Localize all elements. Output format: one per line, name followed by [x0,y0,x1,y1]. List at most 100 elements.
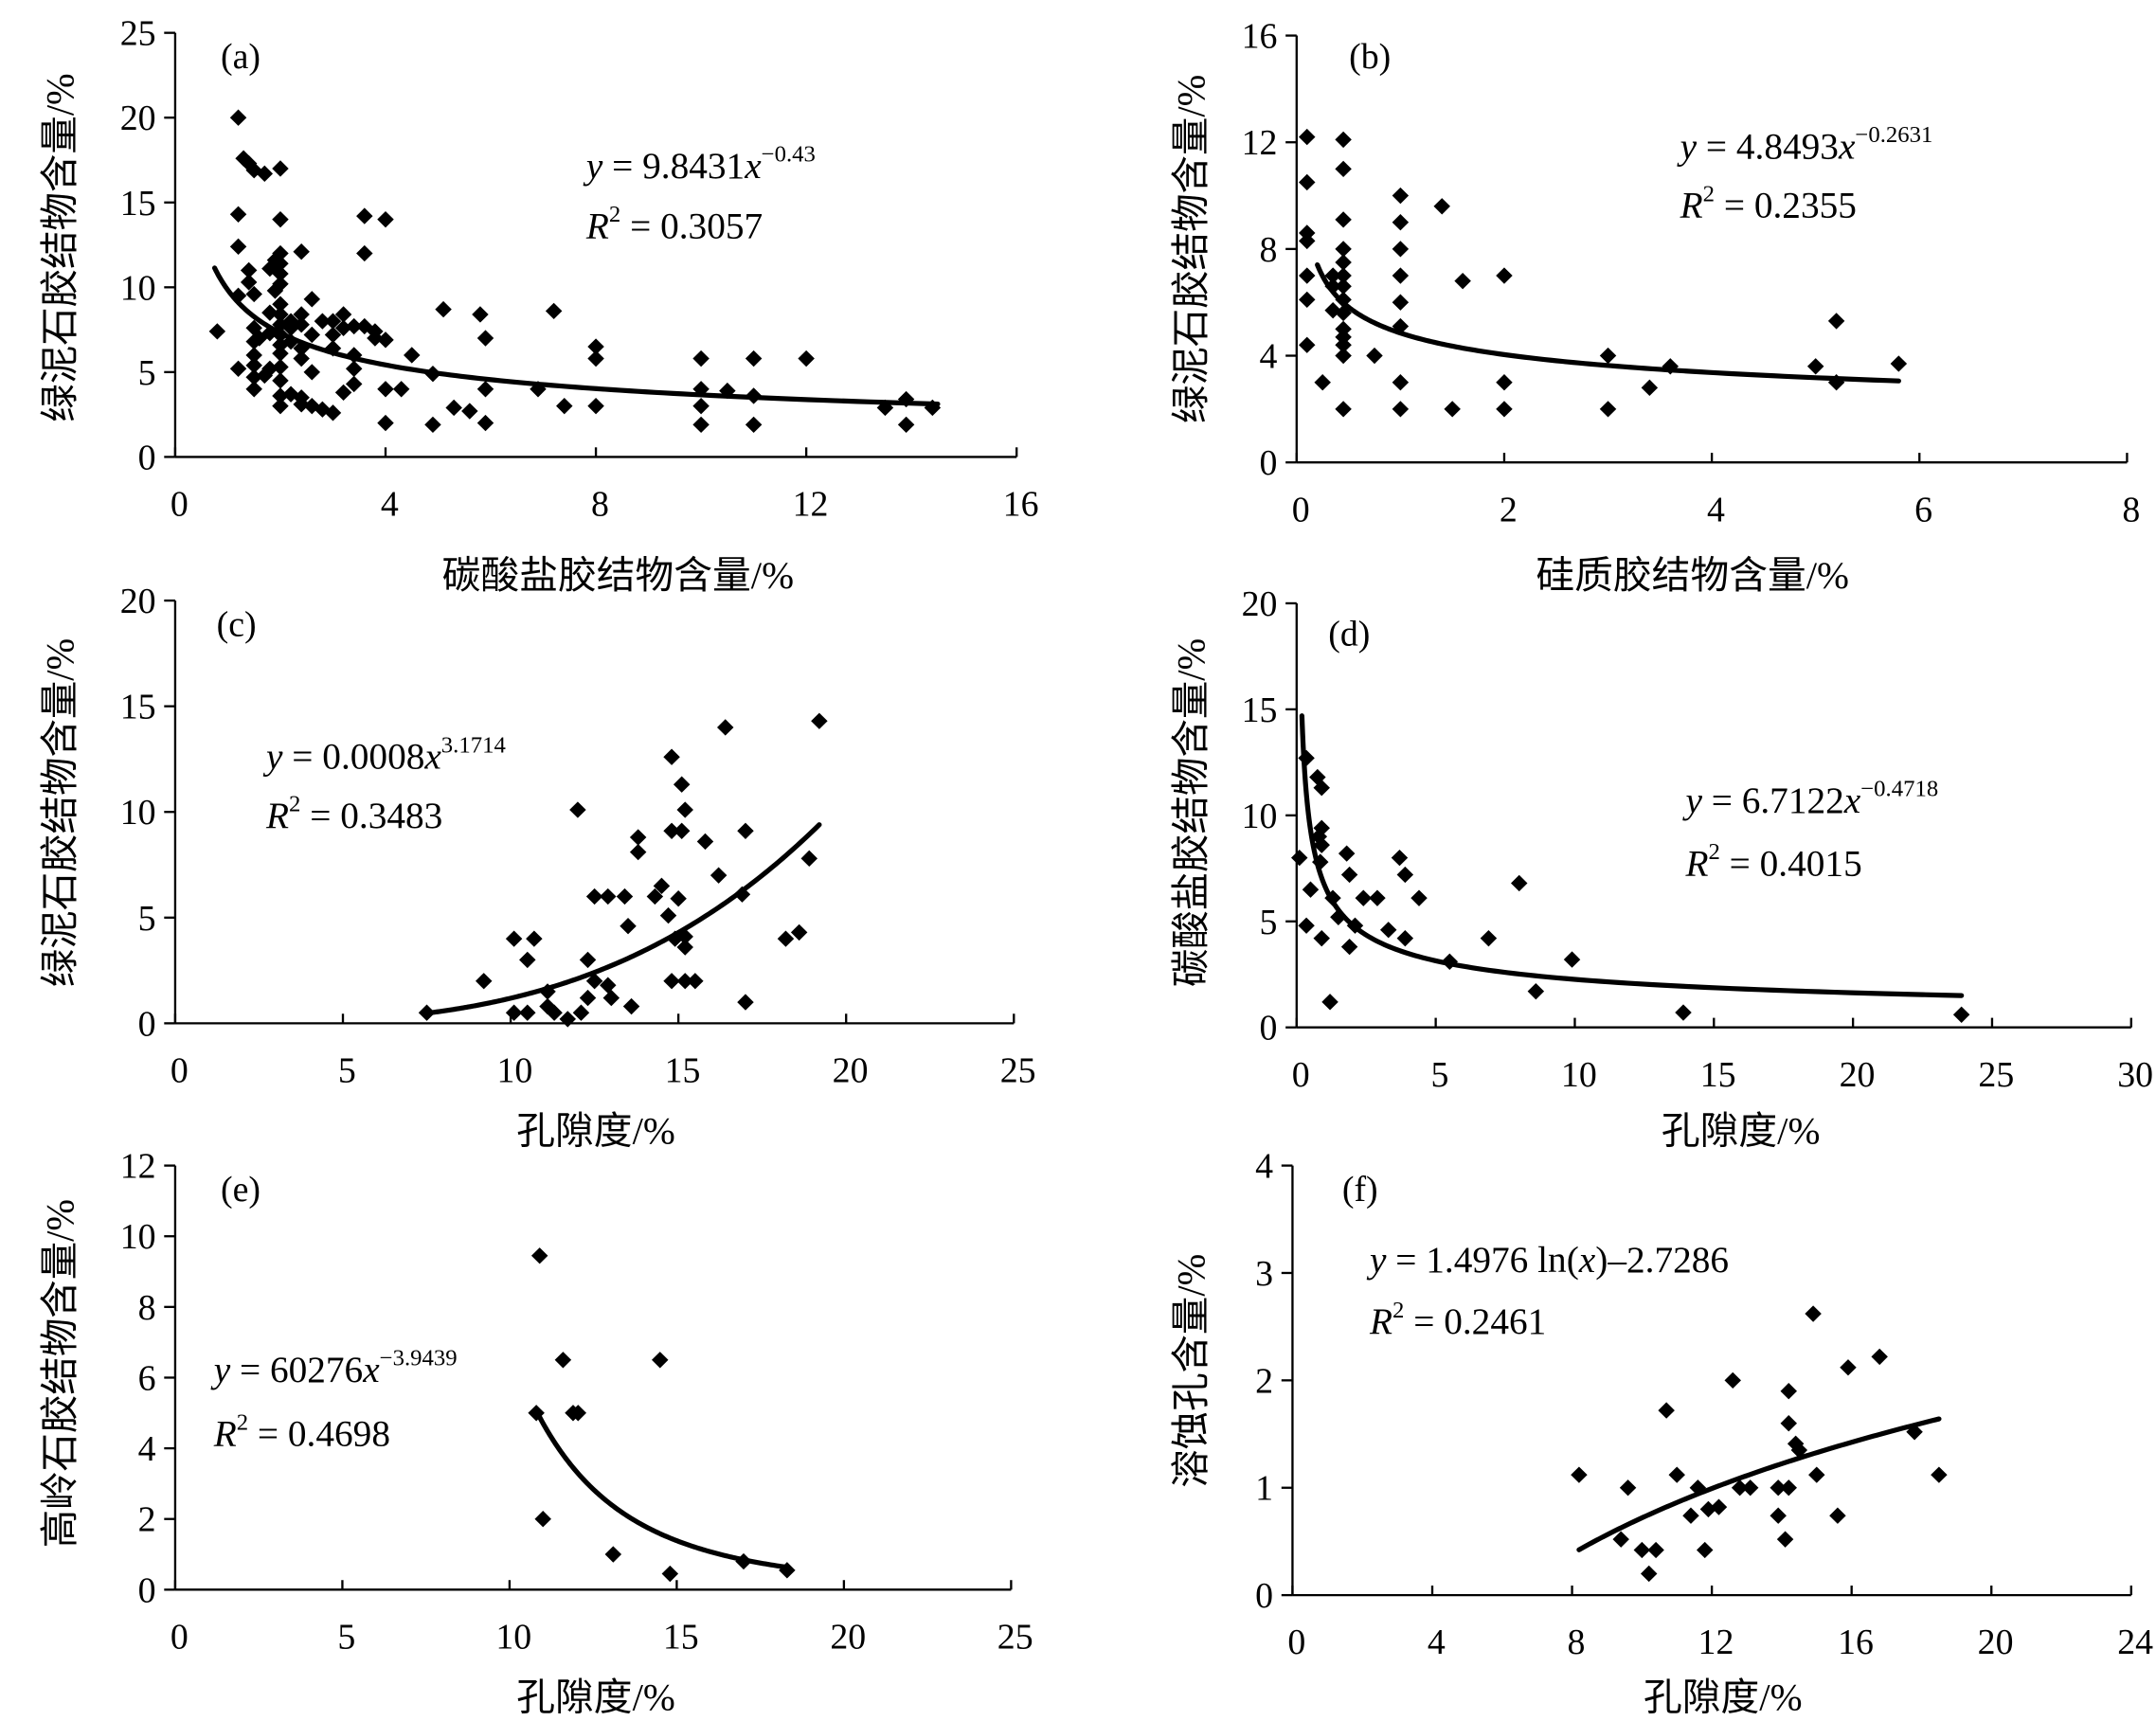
panel-label: (a) [221,37,261,77]
data-point [924,399,942,417]
x-axis-title: 孔隙度/% [516,1110,675,1153]
data-point [1662,358,1680,375]
data-point [1658,1402,1675,1419]
y-tick-label: 4 [1255,1147,1273,1187]
trend-equation: y = 0.0008x3.1714 [262,732,506,777]
x-tick-label: 6 [1914,490,1932,529]
data-point [526,930,543,947]
r-squared-part: = 0.4698 [248,1414,390,1455]
data-point [579,951,597,969]
r-squared-part: = 0.3057 [620,206,763,246]
x-tick-label: 20 [833,1051,869,1091]
data-point [1313,780,1330,797]
x-tick-label: 25 [1978,1055,2014,1095]
y-axis-title: 高岭石胶结物含量/% [39,1199,81,1548]
data-point [876,399,894,417]
data-point [272,244,289,262]
y-tick-label: 0 [1255,1576,1273,1616]
data-point [1335,131,1352,149]
data-point [1780,1479,1798,1497]
data-point [229,109,247,126]
y-tick-label: 0 [138,1570,156,1610]
data-point [661,1565,679,1583]
data-point [1324,267,1341,284]
data-point [334,384,352,402]
data-point [1731,1479,1749,1497]
x-tick-label: 4 [1707,490,1725,529]
x-tick-label: 8 [1567,1622,1585,1662]
data-point [1335,304,1352,322]
data-point [1392,267,1410,284]
data-point [1392,374,1410,391]
data-point [745,416,763,434]
data-point [1699,1500,1717,1518]
y-tick-label: 6 [138,1359,156,1399]
data-point [659,906,677,924]
data-point [622,997,640,1015]
data-point [710,867,728,884]
data-point [777,930,795,947]
y-axis-title: 溶蚀孔含量/% [1170,1254,1213,1488]
data-point [692,416,710,434]
data-point [1931,1466,1948,1483]
data-point [692,398,710,415]
y-tick-label: 0 [1259,443,1277,483]
data-point [559,1011,577,1028]
x-tick-label: 0 [1287,1622,1305,1662]
data-point [272,336,289,353]
data-point [1563,951,1581,968]
data-point [1776,1531,1794,1548]
data-point [1496,267,1513,284]
data-point [1392,401,1410,418]
data-point [1496,374,1513,391]
data-point [1805,1305,1822,1322]
trend-equation-part: x [1838,127,1856,168]
data-point [1619,1479,1637,1497]
data-point [345,347,363,364]
data-point [314,313,332,330]
data-point [272,372,289,389]
panel-d: 0 5 10 15 20 25 30 0 5 10 15 20 (d) 孔隙度/% 碳酸盐胶结物含量/% y … [1170,584,2153,1152]
r-squared-part: R [585,206,609,246]
data-point [1335,160,1352,178]
panel-label: (f) [1342,1170,1378,1210]
x-tick-label: 0 [171,1051,189,1091]
y-tick-label: 20 [120,582,156,621]
x-tick-label: 15 [663,1618,699,1658]
trend-equation-part: x [362,1350,380,1390]
data-point [1366,347,1383,365]
data-point [392,381,410,398]
y-tick-label: 0 [138,1005,156,1045]
x-axis-title: 孔隙度/% [516,1676,675,1719]
x-tick-label: 5 [338,1051,356,1091]
data-point [303,326,321,344]
r-squared: R2 = 0.3057 [585,202,763,246]
data-point [530,1247,548,1264]
r-squared-part: 2 [1392,1298,1404,1323]
y-tick-label: 10 [1242,797,1278,836]
data-point [1433,198,1450,215]
x-tick-label: 12 [1698,1622,1734,1662]
data-point [1338,845,1356,862]
trend-equation-part: x [1843,780,1861,821]
y-tick-label: 15 [1242,690,1278,730]
panel-c: 0 5 10 15 20 25 0 5 10 15 20 (c) 孔隙度/% 绿泥石胶结物含量/% y = … [39,582,1036,1152]
x-tick-label: 10 [1561,1055,1597,1095]
x-tick-label: 5 [1431,1055,1449,1095]
y-tick-label: 4 [138,1429,156,1469]
data-point [293,243,310,260]
data-point [735,1552,752,1570]
data-point [800,850,818,867]
y-tick-label: 10 [120,1217,156,1257]
x-axis-title: 孔隙度/% [1644,1676,1803,1719]
data-point [1299,173,1316,191]
data-point [261,304,278,321]
data-point [1299,336,1316,353]
data-point [1806,358,1824,375]
data-point [229,206,247,223]
trend-equation-part: −0.4718 [1860,777,1938,802]
data-point [261,325,278,342]
panel-label: (d) [1328,615,1370,654]
data-point [1355,889,1373,906]
